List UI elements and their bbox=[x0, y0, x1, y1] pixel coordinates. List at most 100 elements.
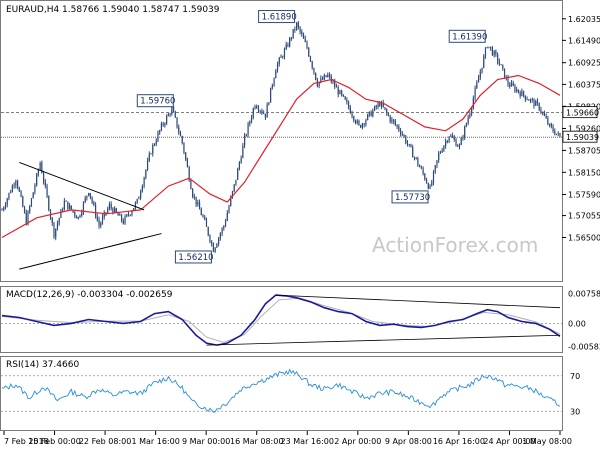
candle-body bbox=[519, 92, 521, 97]
candle-body bbox=[138, 197, 140, 200]
candle-body bbox=[238, 162, 241, 169]
candle-body bbox=[413, 157, 416, 159]
candle-body bbox=[176, 117, 178, 128]
candle-body bbox=[62, 209, 64, 211]
candle-body bbox=[192, 189, 194, 197]
candle-body bbox=[476, 82, 478, 89]
macd-y-tick-label: 0.007587 bbox=[568, 290, 600, 299]
candle-body bbox=[162, 123, 164, 126]
candle-body bbox=[439, 152, 442, 154]
candle-body bbox=[481, 67, 483, 72]
x-tick-label: 2 Apr 00:00 bbox=[334, 437, 381, 446]
candle-body bbox=[484, 47, 487, 57]
candle-body bbox=[302, 34, 305, 39]
candle-body bbox=[134, 202, 137, 209]
candle-body bbox=[159, 130, 161, 133]
y-tick-label: 1.62035 bbox=[568, 15, 600, 24]
candle-body bbox=[25, 212, 27, 225]
watermark: ActionForex.com bbox=[372, 233, 538, 257]
candle-body bbox=[399, 130, 402, 134]
candle-body bbox=[469, 113, 471, 118]
candle-body bbox=[51, 217, 53, 223]
candle-body bbox=[179, 132, 182, 137]
candle-body bbox=[119, 214, 121, 216]
current-price-label: 1.59039 bbox=[566, 133, 599, 142]
candle-body bbox=[127, 214, 130, 216]
candle-body bbox=[29, 206, 31, 212]
candle-body bbox=[488, 46, 490, 48]
candle-body bbox=[396, 124, 398, 127]
candle-body bbox=[436, 160, 438, 166]
candle-body bbox=[471, 107, 473, 114]
candle-body bbox=[68, 205, 71, 209]
candle-body bbox=[363, 123, 365, 125]
candle-body bbox=[431, 182, 433, 186]
candle-body bbox=[65, 200, 67, 202]
swing-point-label: 1.59760 bbox=[140, 97, 175, 107]
candle-body bbox=[242, 145, 244, 158]
candle-body bbox=[373, 106, 376, 111]
candle-body bbox=[271, 85, 273, 88]
candle-body bbox=[259, 110, 261, 112]
rsi-y-tick-label: 70 bbox=[570, 372, 580, 381]
candle-body bbox=[536, 101, 539, 104]
candle-body bbox=[42, 173, 45, 182]
main-panel-frame bbox=[0, 0, 563, 282]
candle-body bbox=[171, 106, 173, 115]
candle-body bbox=[108, 204, 111, 209]
candle-body bbox=[555, 133, 558, 135]
candle-body bbox=[490, 46, 492, 49]
candle-body bbox=[264, 113, 267, 118]
candle-body bbox=[172, 106, 175, 112]
candle-body bbox=[136, 199, 138, 203]
candle-body bbox=[507, 77, 509, 85]
candle-body bbox=[200, 209, 202, 216]
candle-body bbox=[408, 144, 410, 146]
candle-body bbox=[256, 106, 258, 109]
y-tick-label: 1.59260 bbox=[568, 124, 600, 133]
candle-body bbox=[209, 235, 211, 242]
candle-body bbox=[341, 90, 343, 95]
candle-body bbox=[313, 68, 315, 73]
candle-body bbox=[101, 217, 104, 223]
candle-body bbox=[41, 162, 43, 174]
candle-body bbox=[247, 123, 249, 135]
candle-body bbox=[226, 212, 228, 221]
candle-body bbox=[228, 205, 230, 213]
candle-body bbox=[342, 94, 344, 97]
candle-body bbox=[354, 120, 357, 123]
candle-body bbox=[458, 144, 461, 147]
candle-body bbox=[526, 99, 528, 101]
candle-body bbox=[46, 185, 48, 197]
candle-body bbox=[521, 91, 523, 97]
candle-body bbox=[3, 207, 5, 210]
candle-body bbox=[254, 106, 256, 109]
candle-body bbox=[309, 56, 312, 62]
candle-body bbox=[503, 68, 506, 79]
candle-body bbox=[287, 44, 289, 47]
candle-body bbox=[415, 157, 417, 159]
candle-body bbox=[477, 78, 480, 83]
candle-body bbox=[297, 22, 299, 27]
candle-body bbox=[347, 102, 350, 108]
candle-body bbox=[328, 74, 331, 77]
y-tick-label: 1.57055 bbox=[568, 212, 600, 221]
candle-body bbox=[391, 119, 393, 122]
candle-body bbox=[224, 220, 227, 226]
candle-body bbox=[81, 212, 83, 216]
candle-body bbox=[120, 214, 123, 221]
candle-body bbox=[244, 135, 246, 146]
candle-body bbox=[103, 212, 105, 218]
swing-point-label: 1.56210 bbox=[178, 253, 213, 263]
candle-body bbox=[425, 179, 428, 184]
candle-body bbox=[432, 171, 435, 183]
candle-body bbox=[15, 180, 17, 186]
candle-body bbox=[535, 101, 537, 106]
candle-body bbox=[420, 167, 422, 169]
candle-body bbox=[89, 193, 91, 198]
main-title: EURAUD,H4 1.58766 1.59040 1.58747 1.5903… bbox=[6, 5, 220, 15]
candle-body bbox=[547, 118, 549, 125]
candle-body bbox=[559, 133, 561, 137]
candle-body bbox=[528, 99, 530, 101]
macd-y-tick-label: -0.005833 bbox=[568, 342, 600, 351]
